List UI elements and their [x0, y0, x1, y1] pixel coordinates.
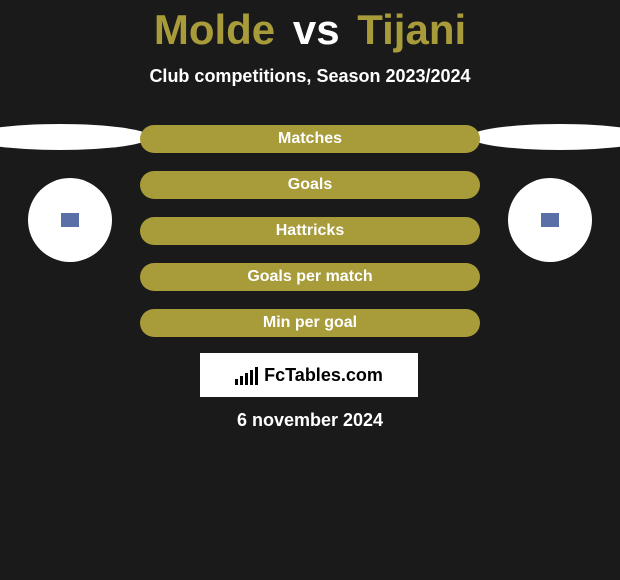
stat-bars-container: Matches Goals Hattricks Goals per match Min … [140, 125, 480, 355]
player2-name: Tijani [357, 6, 466, 53]
subtitle: Club competitions, Season 2023/2024 [0, 66, 620, 87]
brand-bars-icon [235, 365, 258, 385]
right-ellipse-shadow [470, 124, 620, 150]
stat-label: Hattricks [276, 222, 344, 240]
player1-name: Molde [154, 6, 275, 53]
stat-label: Goals [288, 176, 332, 194]
image-placeholder-icon [541, 213, 559, 227]
vs-text: vs [293, 6, 340, 53]
left-player-badge [28, 178, 112, 262]
stat-label: Goals per match [247, 268, 372, 286]
stat-label: Matches [278, 130, 342, 148]
stat-bar: Hattricks [140, 217, 480, 245]
brand-logo: FcTables.com [200, 353, 418, 397]
page-title: Molde vs Tijani [0, 0, 620, 54]
stat-label: Min per goal [263, 314, 357, 332]
image-placeholder-icon [61, 213, 79, 227]
date-text: 6 november 2024 [0, 410, 620, 431]
stat-bar: Goals [140, 171, 480, 199]
right-player-badge [508, 178, 592, 262]
stat-bar: Goals per match [140, 263, 480, 291]
stat-bar: Matches [140, 125, 480, 153]
stat-bar: Min per goal [140, 309, 480, 337]
brand-text: FcTables.com [264, 365, 383, 386]
left-ellipse-shadow [0, 124, 150, 150]
